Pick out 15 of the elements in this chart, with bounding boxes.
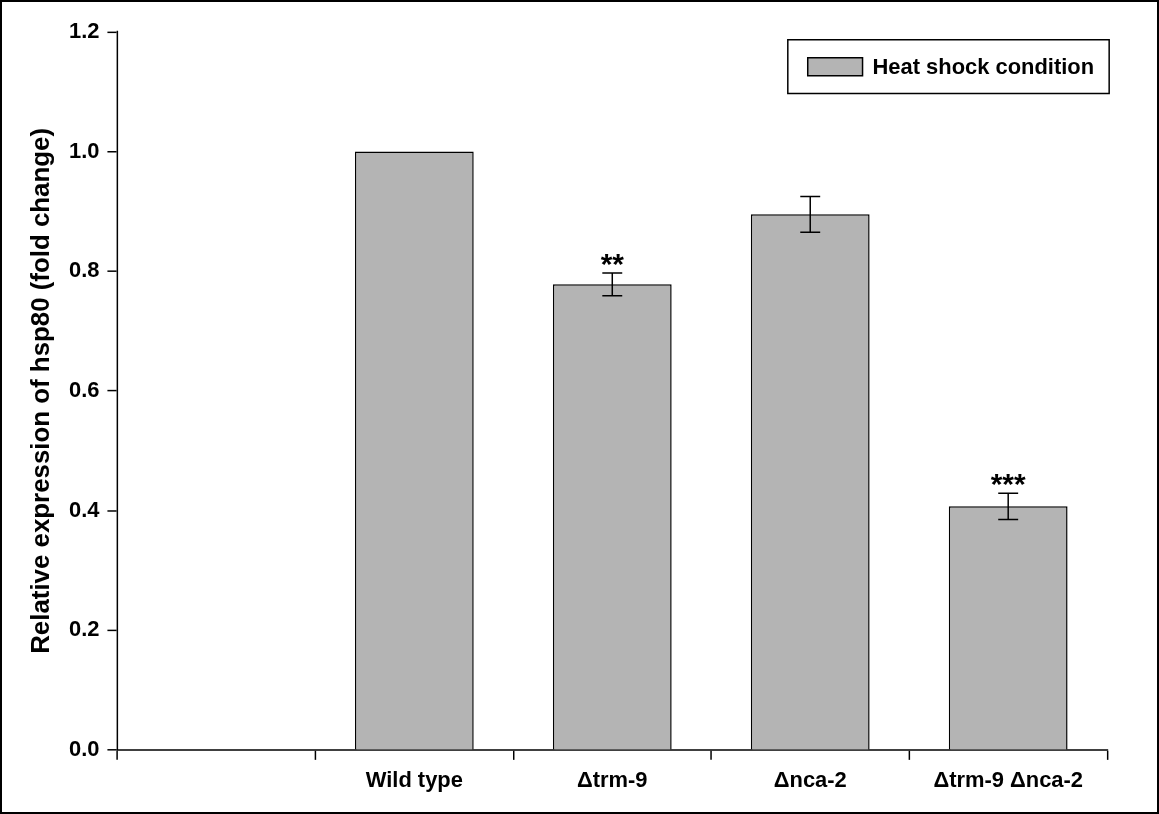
y-tick-label: 0.0: [68, 735, 100, 761]
y-tick-label: 0.2: [68, 616, 100, 642]
y-tick-label: 1.2: [68, 17, 100, 43]
legend-label: Heat shock condition: [872, 53, 1095, 79]
x-tick-label: Δtrm-9 Δnca-2: [933, 767, 1083, 792]
y-tick-label: 1.0: [68, 137, 100, 163]
y-axis-title: Relative expression of hsp80 (fold change): [25, 127, 54, 654]
x-tick-label: Δnca-2: [773, 767, 847, 792]
x-tick-label: Δtrm-9: [577, 767, 648, 792]
y-tick-label: 0.8: [68, 257, 100, 283]
y-tick-label: 0.4: [68, 496, 101, 522]
x-tick-label: Wild type: [365, 767, 463, 792]
annotation: ***: [990, 467, 1027, 501]
annotation: **: [600, 247, 625, 281]
y-tick-label: 0.6: [68, 376, 100, 402]
